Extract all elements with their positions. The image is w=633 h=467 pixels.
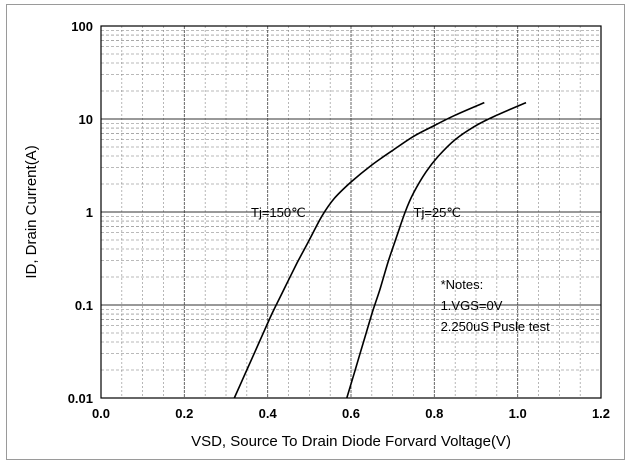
x-tick-label: 0.6 — [342, 406, 360, 421]
notes-annotation: *Notes: 1.VGS=0V 2.250uS Pusle test — [441, 277, 551, 334]
y-tick-label: 0.01 — [68, 391, 93, 406]
major-gridlines — [101, 26, 601, 398]
x-tick-label: 0.8 — [425, 406, 443, 421]
series-labels: Tj=150℃ Tj=25℃ — [251, 205, 461, 220]
x-tick-label: 1.2 — [592, 406, 610, 421]
x-tick-labels: 0.0 0.2 0.4 0.6 0.8 1.0 1.2 — [92, 406, 610, 421]
series-line-tj25 — [346, 101, 527, 399]
series-label-tj150: Tj=150℃ — [251, 205, 306, 220]
x-tick-label: 0.2 — [175, 406, 193, 421]
plot-area-border — [100, 25, 602, 399]
x-tick-label: 0.4 — [259, 406, 278, 421]
note-line: *Notes: — [441, 277, 484, 292]
x-tick-label: 0.0 — [92, 406, 110, 421]
series-line-tj150 — [233, 101, 485, 399]
y-tick-label: 10 — [79, 112, 93, 127]
series-lines — [233, 101, 527, 399]
y-tick-label: 0.1 — [75, 298, 93, 313]
series-label-tj25: Tj=25℃ — [414, 205, 461, 220]
x-tick-label: 1.0 — [509, 406, 527, 421]
y-tick-label: 100 — [71, 19, 93, 34]
note-line: 1.VGS=0V — [441, 298, 503, 313]
y-axis-title: ID, Drain Current(A) — [23, 145, 40, 278]
note-line: 2.250uS Pusle test — [441, 319, 551, 334]
chart-frame — [6, 4, 625, 460]
x-axis-title: VSD, Source To Drain Diode Forvard Volta… — [191, 433, 511, 450]
y-tick-label: 1 — [86, 205, 93, 220]
y-tick-labels: 0.01 0.1 1 10 100 — [68, 19, 93, 406]
